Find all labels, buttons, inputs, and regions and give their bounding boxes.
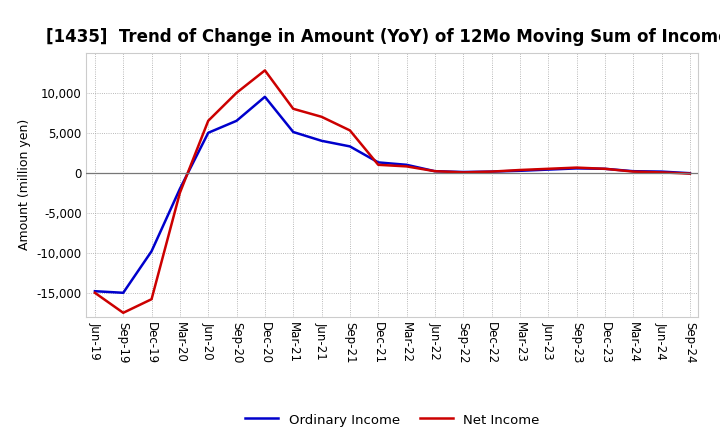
Net Income xyxy=(487,169,496,174)
Ordinary Income xyxy=(459,169,467,175)
Net Income xyxy=(402,164,411,169)
Net Income xyxy=(318,114,326,119)
Ordinary Income xyxy=(685,171,694,176)
Ordinary Income xyxy=(119,290,127,295)
Y-axis label: Amount (million yen): Amount (million yen) xyxy=(18,119,31,250)
Net Income xyxy=(572,165,581,170)
Net Income xyxy=(91,290,99,295)
Ordinary Income xyxy=(600,166,609,172)
Net Income xyxy=(261,68,269,73)
Net Income xyxy=(459,170,467,175)
Ordinary Income xyxy=(402,162,411,168)
Net Income xyxy=(374,162,382,168)
Net Income xyxy=(685,171,694,176)
Net Income xyxy=(544,166,552,172)
Net Income xyxy=(176,190,184,195)
Net Income xyxy=(600,166,609,172)
Ordinary Income xyxy=(629,169,637,174)
Net Income xyxy=(431,169,439,174)
Net Income xyxy=(657,170,666,175)
Ordinary Income xyxy=(657,169,666,174)
Ordinary Income xyxy=(233,118,241,124)
Net Income xyxy=(148,297,156,302)
Net Income xyxy=(119,310,127,315)
Ordinary Income xyxy=(91,289,99,294)
Net Income xyxy=(629,169,637,174)
Ordinary Income xyxy=(374,160,382,165)
Net Income xyxy=(233,90,241,95)
Ordinary Income xyxy=(572,166,581,171)
Ordinary Income xyxy=(516,168,524,173)
Net Income xyxy=(289,106,297,111)
Line: Ordinary Income: Ordinary Income xyxy=(95,97,690,293)
Line: Net Income: Net Income xyxy=(95,70,690,313)
Title: [1435]  Trend of Change in Amount (YoY) of 12Mo Moving Sum of Incomes: [1435] Trend of Change in Amount (YoY) o… xyxy=(45,28,720,46)
Ordinary Income xyxy=(204,130,212,136)
Ordinary Income xyxy=(431,169,439,174)
Ordinary Income xyxy=(176,186,184,191)
Ordinary Income xyxy=(346,144,354,149)
Ordinary Income xyxy=(289,129,297,135)
Ordinary Income xyxy=(261,94,269,99)
Ordinary Income xyxy=(318,138,326,143)
Ordinary Income xyxy=(487,169,496,174)
Net Income xyxy=(516,167,524,172)
Net Income xyxy=(204,118,212,124)
Net Income xyxy=(346,128,354,133)
Ordinary Income xyxy=(148,249,156,254)
Legend: Ordinary Income, Net Income: Ordinary Income, Net Income xyxy=(240,408,545,432)
Ordinary Income xyxy=(544,167,552,172)
